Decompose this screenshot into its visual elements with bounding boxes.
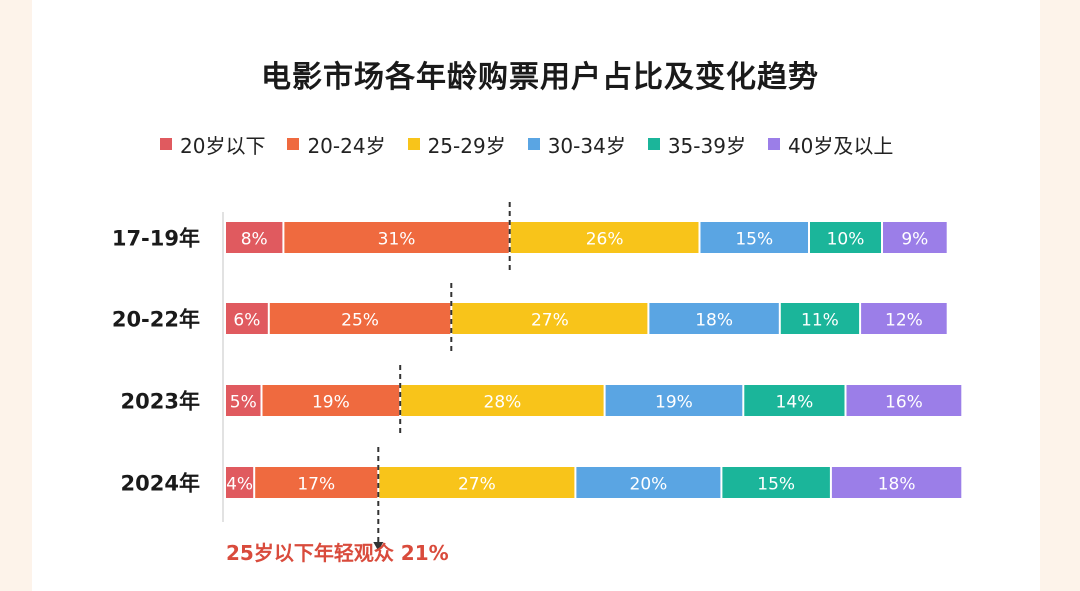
bar-segment <box>649 303 779 334</box>
bar-segment <box>576 467 721 498</box>
legend-label: 35-39岁 <box>667 133 746 158</box>
bar-segment <box>401 385 604 416</box>
data-label: 19% <box>312 393 350 413</box>
data-label: 28% <box>484 393 522 413</box>
data-label: 15% <box>735 230 773 250</box>
legend-item: 40岁及以上 <box>767 130 894 159</box>
bar-segment <box>226 467 254 498</box>
legend-label: 30-34岁 <box>547 133 626 158</box>
bar-segment <box>379 467 575 498</box>
data-label: 26% <box>586 230 624 250</box>
data-label: 31% <box>378 230 416 250</box>
data-label: 18% <box>878 475 916 495</box>
data-label: 4% <box>226 475 253 495</box>
data-label: 6% <box>233 311 260 331</box>
data-label: 17% <box>297 475 335 495</box>
bar-segment <box>744 385 845 416</box>
bar-segment <box>605 385 743 416</box>
bar-segment <box>452 303 648 334</box>
arrow-down-icon <box>373 542 384 551</box>
bar-segment <box>846 385 962 416</box>
legend-label: 40岁及以上 <box>787 133 894 158</box>
bar-segment <box>700 222 808 253</box>
legend-item: 25-29岁 <box>407 130 506 159</box>
chart-legend: 20岁以下 20-24岁 25-29岁 30-34岁 35-39岁 40岁及以上 <box>160 130 893 158</box>
bar-segment <box>226 385 261 416</box>
bar-segment <box>510 222 699 253</box>
legend-swatch <box>160 138 172 150</box>
data-label: 5% <box>230 393 257 413</box>
bar-segment <box>284 222 509 253</box>
legend-swatch <box>527 138 540 150</box>
data-label: 19% <box>655 393 693 413</box>
bar-segment <box>810 222 881 253</box>
data-label: 12% <box>885 311 923 331</box>
legend-item: 30-34岁 <box>527 130 626 159</box>
legend-label: 20岁以下 <box>180 133 266 158</box>
data-label: 14% <box>776 393 814 413</box>
annotation-text: 25岁以下年轻观众 21% <box>226 541 449 565</box>
data-label: 25% <box>341 311 379 331</box>
data-label: 27% <box>458 475 496 495</box>
category-label: 2024年 <box>121 472 200 496</box>
legend-label: 20-24岁 <box>307 133 386 158</box>
data-label: 16% <box>885 393 923 413</box>
legend-swatch <box>407 138 420 150</box>
bar-segment <box>883 222 947 253</box>
bar-segment <box>722 467 830 498</box>
data-label: 18% <box>695 311 733 331</box>
bar-segment <box>262 385 400 416</box>
data-label: 20% <box>630 475 668 495</box>
bar-segment <box>226 303 268 334</box>
legend-label: 25-29岁 <box>427 133 506 158</box>
legend-swatch <box>767 138 780 150</box>
data-label: 15% <box>757 475 795 495</box>
chart-title: 电影市场各年龄购票用户占比及变化趋势 <box>261 60 819 95</box>
legend-item: 20-24岁 <box>287 130 386 159</box>
bar-segment <box>861 303 947 334</box>
bar-segment <box>780 303 860 334</box>
category-label: 20-22年 <box>112 308 200 332</box>
bar-segment <box>226 222 283 253</box>
data-label: 27% <box>531 311 569 331</box>
category-label: 17-19年 <box>112 227 200 251</box>
bar-segment <box>269 303 451 334</box>
data-label: 10% <box>827 230 865 250</box>
legend-swatch <box>287 138 300 150</box>
legend-swatch <box>647 138 660 150</box>
legend-item: 20岁以下 <box>160 130 265 159</box>
legend-item: 35-39岁 <box>647 130 746 159</box>
category-label: 2023年 <box>121 390 200 414</box>
data-label: 11% <box>801 311 839 331</box>
bar-segment <box>255 467 378 498</box>
data-label: 8% <box>241 230 268 250</box>
data-label: 9% <box>901 230 928 250</box>
bar-segment <box>831 467 962 498</box>
